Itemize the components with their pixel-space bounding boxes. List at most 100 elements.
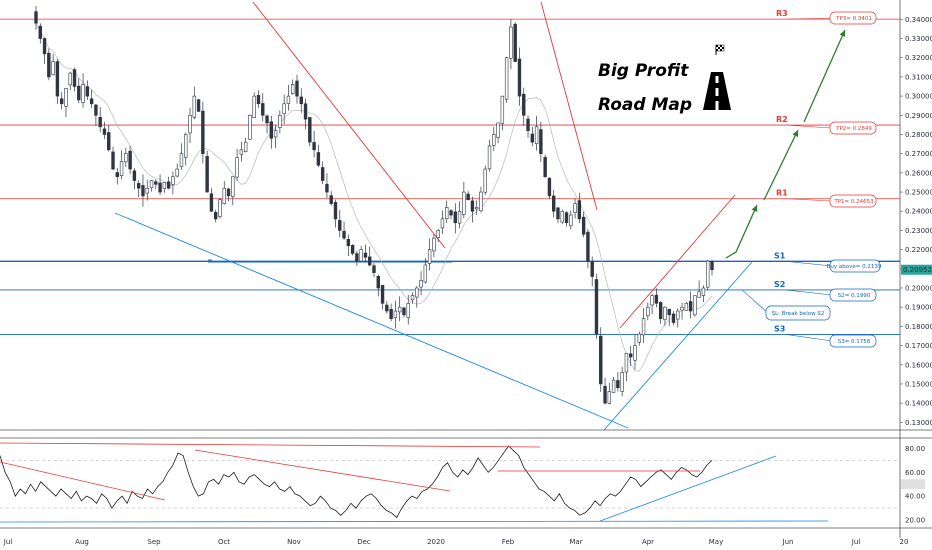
candle-body — [42, 38, 47, 55]
moving-average-line — [35, 23, 713, 372]
callout-text-r2: TP2= 0.2849 — [835, 126, 872, 132]
callout-pointer — [785, 334, 833, 342]
candle-body — [188, 114, 192, 134]
current-price-label: 0.20952 — [903, 266, 932, 274]
rsi-tick-label: 80.00 — [905, 445, 925, 453]
projection-arrows — [725, 29, 846, 259]
candle-body — [663, 306, 667, 320]
candle-body — [372, 265, 376, 273]
candle-body — [526, 118, 530, 131]
candle-body — [34, 11, 38, 24]
candle-body — [492, 134, 496, 146]
price-tick-label: 0.28000 — [905, 131, 932, 139]
finish-flag-icon — [715, 44, 725, 55]
candle-body — [445, 207, 449, 220]
candle-body — [299, 96, 303, 105]
candle-body — [68, 72, 72, 86]
candle-body — [192, 95, 197, 118]
candle-body — [162, 182, 167, 189]
candle-body — [231, 176, 235, 197]
price-tick-label: 0.24000 — [905, 208, 932, 216]
candle-body — [107, 132, 111, 151]
candle-body — [269, 121, 274, 139]
rsi-current-tag — [901, 479, 925, 490]
candle-body — [427, 249, 432, 264]
callout-box-s1 — [829, 259, 881, 273]
candle-body — [368, 256, 372, 266]
candle-body — [196, 99, 201, 112]
time-tick-label: Oct — [218, 538, 230, 546]
candle-body — [136, 183, 141, 189]
price-tick-label: 0.30000 — [905, 93, 932, 101]
callout-box-s3 — [829, 334, 877, 348]
candle-body — [59, 98, 64, 105]
callout-text-r3: TP3= 0.3401 — [835, 16, 872, 22]
candle-body — [688, 301, 693, 312]
candle-body — [85, 86, 90, 97]
candle-body — [684, 303, 689, 311]
candle-body — [154, 181, 158, 185]
candle-body — [376, 275, 380, 289]
candle-body — [184, 134, 188, 158]
candle-body — [320, 167, 325, 181]
candle-body — [551, 195, 556, 212]
price-tick-label: 0.33000 — [905, 35, 932, 43]
candle-body — [77, 85, 81, 101]
candle-body — [256, 95, 261, 105]
candle-body — [539, 129, 543, 154]
candle-body — [397, 306, 402, 313]
rsi-tick-label: 60.00 — [905, 469, 925, 477]
candles — [34, 6, 714, 405]
rsi-tick-label: 20.00 — [905, 517, 925, 525]
time-tick-label: Mar — [569, 538, 582, 546]
candle-body — [333, 202, 338, 220]
price-tick-label: 0.34000 — [905, 16, 932, 24]
sl-pointer — [741, 289, 769, 314]
time-tick-label: Feb — [502, 538, 515, 546]
candle-body — [201, 110, 205, 154]
candle-body — [470, 200, 475, 212]
candle-body — [175, 168, 179, 177]
candle-body — [119, 161, 124, 176]
candle-body — [406, 303, 410, 318]
candle-body — [599, 335, 603, 385]
candle-body — [449, 210, 453, 216]
title-line1: Big Profit — [598, 61, 689, 81]
candle-body — [273, 130, 278, 138]
rsi-trend-line — [0, 442, 541, 448]
candle-body — [226, 188, 231, 197]
price-tick-label: 0.17000 — [905, 342, 932, 350]
price-tick-label: 0.22000 — [905, 246, 932, 254]
candle-body — [329, 195, 333, 204]
candle-body — [218, 199, 222, 217]
candle-body — [102, 128, 107, 135]
candle-body — [222, 187, 226, 204]
candle-body — [697, 291, 701, 298]
arrow-to-r3 — [803, 29, 846, 123]
sl-callout: SL: Break below S2 — [765, 305, 831, 321]
candle-body — [213, 212, 218, 220]
rsi-trend-line — [0, 520, 829, 523]
candle-body — [248, 114, 252, 140]
candle-body — [415, 287, 419, 298]
trend-line — [540, 1, 598, 211]
candle-body — [291, 84, 295, 94]
time-tick-label: 2020 — [427, 538, 445, 546]
candle-body — [466, 193, 470, 201]
time-axis: Jul Aug Sep Oct Nov Dec 2020 Feb Mar Apr May Jun Jul… — [3, 538, 909, 546]
price-tick-label: 0.14000 — [905, 400, 932, 408]
candle-body — [385, 304, 389, 312]
candle-body — [350, 244, 355, 254]
arrow-to-r3-head — [839, 30, 846, 37]
candle-body — [509, 26, 513, 59]
candle-body — [265, 115, 269, 124]
price-tick-label: 0.23000 — [905, 227, 932, 235]
candle-body — [641, 318, 646, 336]
callout-pointer — [785, 198, 833, 202]
time-tick-label: Aug — [75, 538, 89, 546]
candle-body — [564, 212, 569, 224]
callout-pointer — [785, 124, 833, 129]
candle-body — [654, 294, 659, 304]
grid — [0, 0, 932, 538]
candle-body — [504, 57, 509, 100]
